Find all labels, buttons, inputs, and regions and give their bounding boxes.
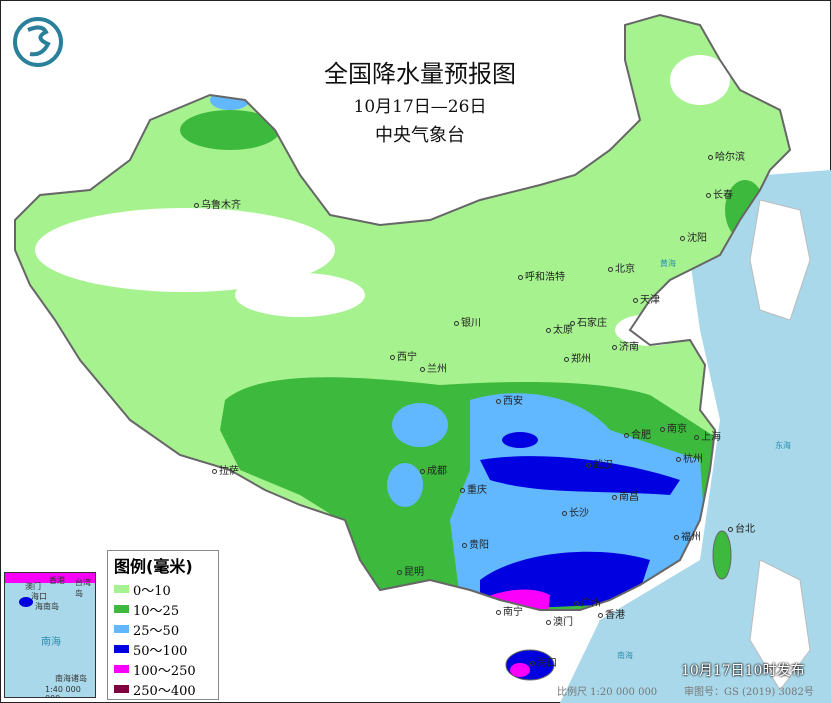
map-title: 全国降水量预报图 (324, 60, 516, 88)
city-label: 银川 (454, 314, 481, 329)
city-label: 拉萨 (212, 462, 239, 477)
inset-label: 澳门 (25, 582, 41, 591)
city-label: 杭州 (676, 450, 703, 465)
city-label: 北京 (608, 260, 635, 275)
taiwan-island (712, 530, 732, 580)
sea-label: 黄海 (660, 259, 676, 268)
legend-swatch (114, 625, 129, 633)
city-label: 西安 (496, 392, 523, 407)
city-label: 呼和浩特 (518, 268, 565, 283)
city-label: 成都 (420, 462, 447, 477)
inset-label: 香港 (49, 576, 65, 585)
city-label: 哈尔滨 (708, 148, 745, 163)
city-label: 长春 (706, 186, 733, 201)
legend-item: 50～100 (108, 639, 218, 659)
rain-zone-25-50-sw (387, 463, 423, 507)
legend-label: 10～25 (133, 603, 180, 619)
philippines-landmass (749, 559, 811, 691)
date-range: 10月17日—26日 (353, 97, 487, 117)
city-label: 长沙 (562, 504, 589, 519)
review-number: 审图号：GS (2019) 3082号 (684, 687, 814, 698)
legend-swatch (114, 585, 129, 593)
city-label: 广州 (574, 594, 601, 609)
south-china-sea-inset: 澳门 香港 台湾岛 海口 海南岛 南海 南海诸岛 1:40 000 000 (4, 572, 96, 698)
city-label: 济南 (612, 338, 639, 353)
issue-time: 10月17日10时发布 (681, 663, 805, 679)
city-label: 合肥 (624, 426, 651, 441)
inset-label: 南海 (41, 637, 61, 648)
legend: 图例(毫米) 0～10 10～25 25～50 50～100 100～250 2… (107, 550, 219, 700)
legend-label: 50～100 (133, 643, 188, 659)
sea-label: 东海 (775, 441, 791, 450)
dry-zone-qaidam (235, 273, 365, 317)
city-label: 上海 (694, 428, 721, 443)
rain-zone-25-50-west (392, 403, 448, 447)
hainan-island-heavy (510, 663, 530, 677)
city-label: 太原 (546, 321, 573, 336)
city-label: 天津 (633, 291, 660, 306)
map-scale: 比例尺 1:20 000 000 (557, 687, 658, 698)
legend-swatch (114, 665, 129, 673)
legend-item: 0～10 (108, 579, 218, 599)
legend-label: 25～50 (133, 623, 180, 639)
legend-item: 100～250 (108, 659, 218, 679)
inset-heavy-rain (5, 573, 95, 583)
dry-zone-northeast (670, 55, 730, 105)
city-label: 沈阳 (680, 229, 707, 244)
korea-landmass (749, 199, 811, 321)
city-label: 兰州 (420, 360, 447, 375)
city-label: 昆明 (397, 563, 424, 578)
city-label: 台北 (728, 520, 755, 535)
legend-item: 25～50 (108, 619, 218, 639)
legend-label: 0～10 (133, 583, 171, 599)
rain-zone-50-100-hubei (502, 432, 538, 448)
city-label: 澳门 (546, 613, 573, 628)
city-label: 海口 (530, 654, 557, 669)
cma-logo-icon (13, 17, 63, 67)
city-label: 郑州 (564, 350, 591, 365)
legend-swatch (114, 685, 129, 693)
legend-title: 图例(毫米) (114, 557, 193, 576)
inset-label: 海口 (31, 592, 47, 601)
legend-item: 250～400 (108, 679, 218, 699)
inset-hainan (19, 597, 33, 607)
legend-item: 10～25 (108, 599, 218, 619)
inset-label: 海南岛 (35, 602, 59, 611)
inset-label: 台湾岛 (75, 578, 91, 598)
dry-zone-tarim (35, 208, 335, 292)
city-label: 福州 (674, 528, 701, 543)
inset-label: 南海诸岛 (55, 674, 87, 683)
city-label: 贵阳 (462, 536, 489, 551)
legend-swatch (114, 645, 129, 653)
legend-label: 100～250 (133, 663, 196, 679)
sea-label: 南海 (617, 651, 633, 660)
rain-zone-10-25-north (180, 110, 280, 150)
city-label: 香港 (598, 606, 625, 621)
legend-swatch (114, 605, 129, 613)
city-label: 南京 (660, 420, 687, 435)
city-label: 南昌 (612, 488, 639, 503)
city-label: 石家庄 (570, 314, 607, 329)
city-label: 南宁 (496, 603, 523, 618)
inset-scale: 1:40 000 000 (45, 685, 81, 697)
city-label: 乌鲁木齐 (194, 196, 241, 211)
city-label: 重庆 (460, 481, 487, 496)
organization: 中央气象台 (375, 125, 465, 146)
rain-zone-50-100 (480, 456, 680, 495)
legend-label: 250～400 (133, 683, 196, 699)
city-label: 西宁 (390, 348, 417, 363)
city-label: 武汉 (586, 456, 613, 471)
